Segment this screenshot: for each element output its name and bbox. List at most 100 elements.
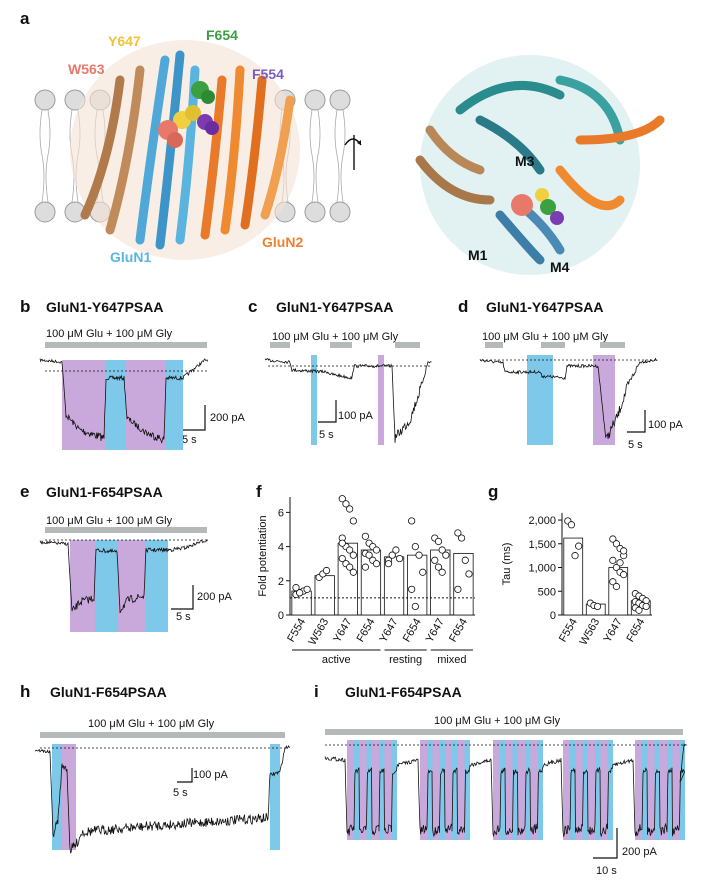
scale-label: 100 pA [648,419,684,431]
application-shade [378,355,384,445]
panel-title: GluN1-Y647PSAA [276,299,393,315]
panel-letter: i [314,682,319,701]
data-point [388,551,396,559]
y-tick-label: 0 [278,610,284,622]
data-point [296,589,304,597]
application-shade [52,744,62,850]
scale-label: 200 pA [210,412,246,424]
lipid-tail [334,109,346,203]
application-shade [391,740,397,840]
x-tick-label: F554 [285,617,308,645]
application-bar [45,527,207,533]
helix-label: M4 [550,259,570,275]
scale-label: 5 s [173,787,188,799]
application-label: 100 μM Glu + 100 μM Gly [46,515,173,527]
helix-label: M1 [468,247,488,263]
application-shade [563,740,570,840]
data-point [571,552,579,560]
y-axis-label: Fold potentiation [257,515,269,596]
application-shade [500,740,506,840]
scale-label: 5 s [176,611,191,623]
data-point [567,521,576,529]
data-point [635,606,643,614]
data-point [612,582,621,591]
application-shade [530,740,538,840]
helix-label: M3 [515,153,535,169]
application-shade [105,360,125,450]
panel-title: GluN1-F654PSAA [345,684,462,700]
x-tick-label: W563 [307,617,332,648]
application-shade [445,740,452,840]
x-tick-label: F654 [355,617,378,645]
y-tick-label: 2 [278,576,284,588]
current-trace [35,744,291,854]
data-point [438,568,446,576]
data-point [408,517,416,525]
x-tick-label: Y647 [602,617,625,645]
current-trace [264,358,432,443]
data-point [419,568,427,576]
lipid-head [34,89,56,111]
data-point [349,551,357,559]
data-point [408,585,416,593]
application-shade [311,355,317,445]
current-trace [479,357,658,440]
application-shade [432,740,440,840]
application-shade [366,740,372,840]
scale-bar [177,768,193,783]
group-label: mixed [437,654,466,666]
application-bar [541,342,565,348]
data-point [612,540,621,548]
data-point [434,563,443,571]
application-shade [427,740,433,840]
data-point [346,505,354,513]
y-tick-label: 4 [278,542,284,554]
application-shade [607,740,613,840]
application-shade [600,740,608,840]
scale-bar [171,585,194,610]
lipid-head [304,89,326,111]
application-shade [372,740,379,840]
application-shade [647,740,655,840]
residue-label: F554 [252,66,284,82]
lipid-tail [39,109,51,203]
scale-label: 5 s [628,439,643,451]
application-bar [270,342,290,348]
data-point [642,602,650,611]
lipid-head [304,201,326,223]
application-bar [45,342,207,348]
application-shade [145,540,168,632]
data-point [396,554,404,563]
x-tick-label: W563 [578,617,603,648]
data-point [346,546,354,554]
application-bar [330,342,352,348]
panel-letter: a [20,9,30,28]
subunit-label: GluN2 [262,234,303,250]
application-label: 100 μM Glu + 100 μM Gly [482,331,609,343]
application-shade [464,740,470,840]
application-bar [600,342,625,348]
y-tick-label: 1,000 [528,563,556,575]
application-shade [679,740,685,840]
scale-bar [183,405,206,431]
x-tick-label: F654 [624,617,647,645]
scale-label: 100 pA [193,769,229,781]
panel-letter: g [488,482,498,501]
data-point [338,554,346,563]
application-shade [95,540,118,632]
structure-illustration [34,40,665,275]
panel-letter: h [20,682,30,701]
application-shade [379,740,385,840]
panel-letter: d [458,297,468,316]
panel-letter: b [20,297,30,316]
application-shade [384,740,392,840]
scale-bar [318,400,337,423]
data-point [342,500,350,508]
data-point [434,537,443,546]
lipid-head [329,89,351,111]
y-axis-label: Tau (ms) [501,543,513,586]
data-point [411,602,419,611]
group-label: active [322,654,351,666]
y-tick-label: 1,500 [528,539,556,551]
lipid-tail [309,109,321,203]
